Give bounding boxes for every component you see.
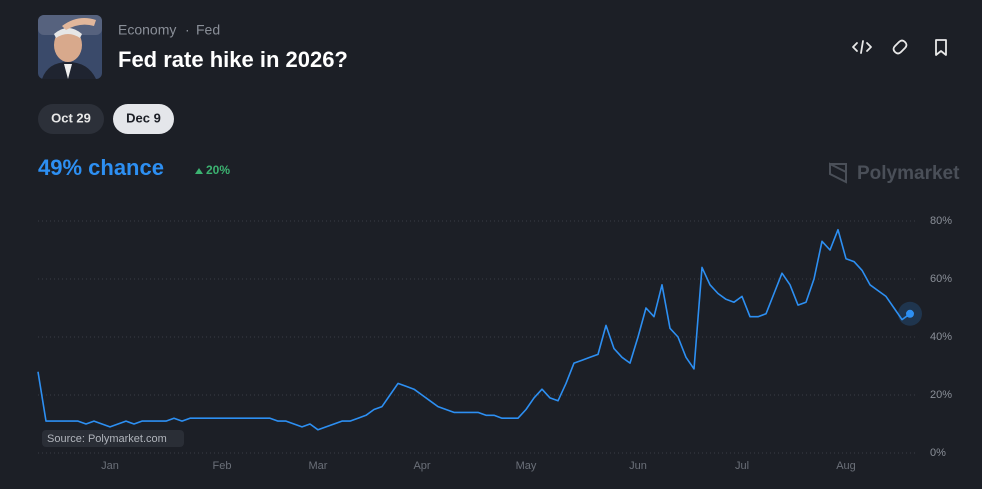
date-button-label[interactable]: Oct 29	[51, 110, 91, 125]
market-title: Fed rate hike in 2026?	[118, 47, 348, 72]
market-image	[38, 15, 102, 79]
chance-label: 49% chance	[38, 155, 164, 180]
separator: ·	[185, 22, 190, 38]
embed-icon[interactable]	[852, 40, 872, 54]
tag[interactable]: Fed	[196, 22, 220, 38]
link-icon[interactable]	[892, 39, 908, 55]
chance-change: 20%	[206, 163, 230, 177]
category[interactable]: Economy	[118, 22, 176, 38]
x-tick-label: Mar	[309, 460, 328, 472]
end-point	[906, 309, 914, 318]
brand-logo	[829, 162, 847, 184]
price-line	[37, 228, 911, 431]
y-tick-label: 60%	[930, 273, 952, 285]
x-tick-label: Jun	[629, 460, 647, 472]
up-arrow	[195, 168, 203, 174]
y-tick-label: 20%	[930, 389, 952, 401]
source-badge	[42, 430, 184, 447]
source-label: Source: Polymarket.com	[47, 433, 167, 445]
bookmark-icon[interactable]	[935, 39, 947, 56]
brand-name: Polymarket	[857, 163, 960, 184]
x-tick-label: May	[516, 460, 537, 472]
chart: 0% 20% 40% 60% 80% Jan Feb Mar Apr May Jun Jul Aug So…	[37, 215, 952, 472]
y-tick-label: 80%	[930, 215, 952, 227]
x-tick-label: Apr	[413, 460, 430, 472]
x-tick-label: Jan	[101, 460, 119, 472]
x-tick-label: Jul	[735, 460, 749, 472]
x-tick-label: Aug	[836, 460, 856, 472]
date-button[interactable]	[113, 104, 174, 134]
y-tick-label: 0%	[930, 447, 946, 459]
y-tick-label: 40%	[930, 331, 952, 343]
date-button[interactable]	[38, 104, 104, 134]
date-button-label[interactable]: Dec 9	[126, 110, 161, 125]
x-tick-label: Feb	[213, 460, 232, 472]
